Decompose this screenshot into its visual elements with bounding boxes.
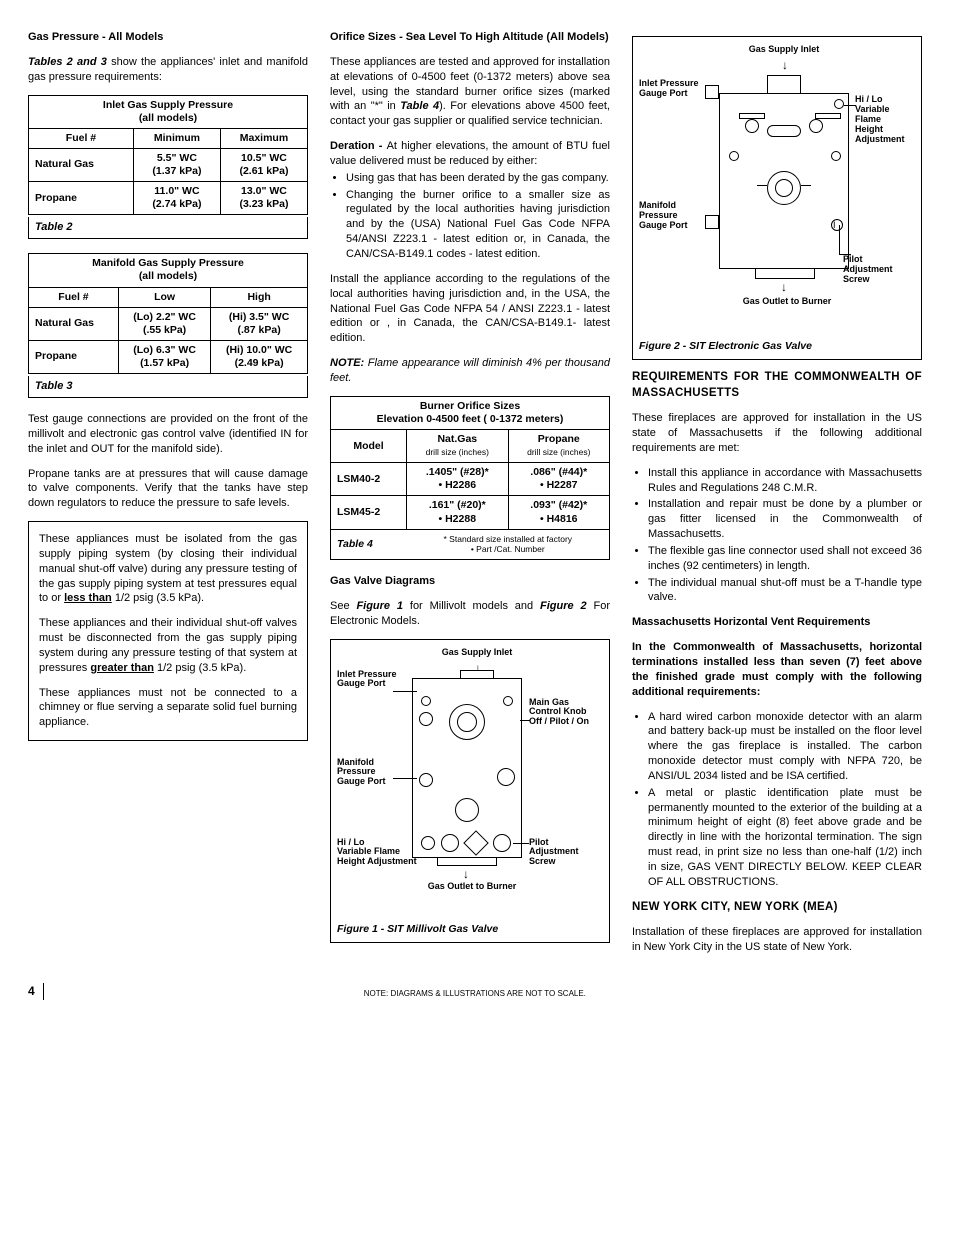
label-pilot: Pilot Adjustment Screw [529, 838, 579, 868]
note: NOTE: Flame appearance will diminish 4% … [330, 356, 610, 386]
list-item: The flexible gas line connector used sha… [648, 544, 922, 574]
list-item: The individual manual shut-off must be a… [648, 576, 922, 606]
td: 10.5" WC (2.61 kPa) [220, 148, 307, 181]
td: (Hi) 10.0" WC (2.49 kPa) [211, 340, 308, 373]
list-item: Changing the burner orifice to a smaller… [346, 188, 610, 262]
figure-2-caption: Figure 2 - SIT Electronic Gas Valve [639, 339, 915, 353]
td: .161" (#20)* • H2288 [407, 496, 508, 529]
list-item: A hard wired carbon monoxide detector wi… [648, 710, 922, 784]
warning-box: These appliances must be isolated from t… [28, 521, 308, 741]
label-hilo: Hi / Lo Variable Flame Height Adjustment [855, 95, 915, 144]
label-gas-supply: Gas Supply Inlet [739, 45, 829, 55]
paragraph: See Figure 1 for Millivolt models and Fi… [330, 599, 610, 629]
figure-1: Gas Supply Inlet ↓ Inlet Pressure Gauge … [330, 639, 610, 943]
column-3: Gas Supply Inlet ↓ Inlet Pressure Gauge … [632, 30, 922, 965]
paragraph: These appliances and their individual sh… [39, 616, 297, 675]
bullet-list: Install this appliance in accordance wit… [632, 466, 922, 606]
paragraph: Propane tanks are at pressures that will… [28, 467, 308, 512]
list-item: A metal or plastic identification plate … [648, 786, 922, 890]
td: .1405" (#28)* • H2286 [407, 463, 508, 496]
paragraph: These appliances are tested and approved… [330, 55, 610, 129]
paragraph: Deration - At higher elevations, the amo… [330, 139, 610, 169]
td: .086" (#44)* • H2287 [508, 463, 609, 496]
table-3: Manifold Gas Supply Pressure (all models… [28, 253, 308, 374]
bullet-list: A hard wired carbon monoxide detector wi… [632, 710, 922, 890]
heading-nyc: NEW YORK CITY, NEW YORK (MEA) [632, 900, 922, 916]
paragraph: Test gauge connections are provided on t… [28, 412, 308, 457]
td: (Hi) 3.5" WC (.87 kPa) [211, 307, 308, 340]
th: Propanedrill size (inches) [508, 429, 609, 462]
label-manifold-port: Manifold Pressure Gauge Port [337, 758, 386, 788]
heading-mass-vent: Massachusetts Horizontal Vent Requiremen… [632, 615, 922, 630]
table-3-caption: Table 3 [28, 376, 308, 398]
td: (Lo) 6.3" WC (1.57 kPa) [118, 340, 210, 373]
paragraph: These fireplaces are approved for instal… [632, 411, 922, 456]
label-pilot: Pilot Adjustment Screw [843, 255, 893, 285]
paragraph: These appliances must be isolated from t… [39, 532, 297, 606]
paragraph: Installation of these fireplaces are app… [632, 925, 922, 955]
th: Low [118, 287, 210, 307]
table-4: Burner Orifice Sizes Elevation 0-4500 fe… [330, 396, 610, 560]
figure-1-caption: Figure 1 - SIT Millivolt Gas Valve [337, 922, 603, 936]
page-footer: 4 NOTE: DIAGRAMS & ILLUSTRATIONS ARE NOT… [28, 983, 926, 1000]
th: Maximum [220, 128, 307, 148]
figure-2-diagram: Gas Supply Inlet ↓ Inlet Pressure Gauge … [639, 45, 915, 335]
label-gas-supply: Gas Supply Inlet [432, 648, 522, 658]
heading-gas-pressure: Gas Pressure - All Models [28, 30, 308, 45]
column-1: Gas Pressure - All Models Tables 2 and 3… [28, 30, 308, 965]
table-title: Burner Orifice Sizes Elevation 0-4500 fe… [331, 396, 610, 429]
figure-1-diagram: Gas Supply Inlet ↓ Inlet Pressure Gauge … [337, 648, 603, 918]
table-title: Manifold Gas Supply Pressure (all models… [29, 254, 308, 287]
th: Fuel # [29, 287, 119, 307]
paragraph-bold: In the Commonwealth of Massachusetts, ho… [632, 640, 922, 699]
label-manifold-port: Manifold Pressure Gauge Port [639, 201, 688, 231]
label-inlet-port: Inlet Pressure Gauge Port [337, 670, 397, 690]
th: Model [331, 429, 407, 462]
td: LSM40-2 [331, 463, 407, 496]
paragraph: These appliances must not be connected t… [39, 686, 297, 731]
table-title: Inlet Gas Supply Pressure (all models) [29, 95, 308, 128]
td: .093" (#42)* • H4816 [508, 496, 609, 529]
td: 5.5" WC (1.37 kPa) [133, 148, 220, 181]
td: Propane [29, 182, 134, 215]
th: Minimum [133, 128, 220, 148]
page-number: 4 [28, 983, 44, 1000]
th: Nat.Gasdrill size (inches) [407, 429, 508, 462]
td: Natural Gas [29, 307, 119, 340]
td: 11.0" WC (2.74 kPa) [133, 182, 220, 215]
td: LSM45-2 [331, 496, 407, 529]
td: (Lo) 2.2" WC (.55 kPa) [118, 307, 210, 340]
list-item: Using gas that has been derated by the g… [346, 171, 610, 186]
table-4-footnote: * Standard size installed at factory • P… [407, 529, 610, 559]
td: 13.0" WC (3.23 kPa) [220, 182, 307, 215]
paragraph: Install the appliance according to the r… [330, 272, 610, 346]
label-hilo: Hi / Lo Variable Flame Height Adjustment [337, 838, 417, 868]
table-4-caption: Table 4 [331, 529, 407, 559]
th: High [211, 287, 308, 307]
paragraph: Tables 2 and 3 show the appliances' inle… [28, 55, 308, 85]
heading-massachusetts: REQUIREMENTS FOR THE COMMON­WEALTH OF MA… [632, 370, 922, 401]
label-main-knob: Main Gas Control Knob Off / Pilot / On [529, 698, 589, 728]
footer-note: NOTE: DIAGRAMS & ILLUSTRATIONS ARE NOT T… [44, 989, 906, 1000]
heading-gas-valve-diagrams: Gas Valve Diagrams [330, 574, 610, 589]
th: Fuel # [29, 128, 134, 148]
table-2: Inlet Gas Supply Pressure (all models) F… [28, 95, 308, 216]
td: Natural Gas [29, 148, 134, 181]
label-outlet: Gas Outlet to Burner [417, 882, 527, 892]
bullet-list: Using gas that has been derated by the g… [330, 171, 610, 262]
heading-orifice-sizes: Orifice Sizes - Sea Level To High Altitu… [330, 30, 610, 45]
figure-2: Gas Supply Inlet ↓ Inlet Pressure Gauge … [632, 36, 922, 360]
list-item: Install this appliance in accordance wit… [648, 466, 922, 496]
list-item: Installation and repair must be done by … [648, 497, 922, 542]
label-outlet: Gas Outlet to Burner [727, 297, 847, 307]
column-2: Orifice Sizes - Sea Level To High Altitu… [330, 30, 610, 965]
label-inlet-port: Inlet Pressure Gauge Port [639, 79, 699, 99]
table-2-caption: Table 2 [28, 217, 308, 239]
page-content: Gas Pressure - All Models Tables 2 and 3… [28, 30, 926, 965]
td: Propane [29, 340, 119, 373]
